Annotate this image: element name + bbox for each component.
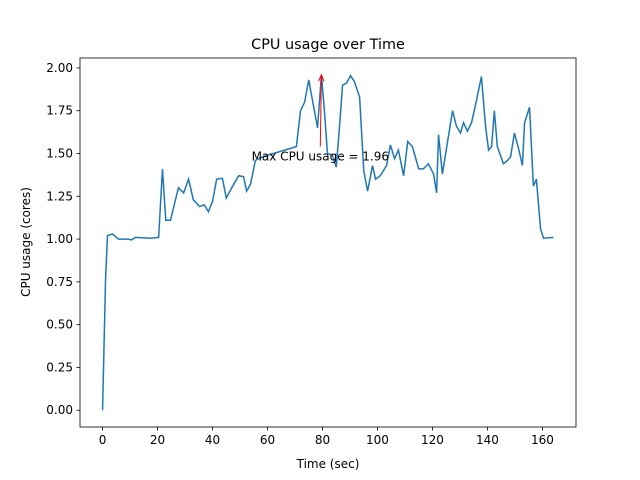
data-line <box>101 74 554 411</box>
x-axis-label: Time (sec) <box>296 457 360 471</box>
y-tick-label: 1.50 <box>46 147 73 161</box>
y-tick-label: 0.00 <box>46 403 73 417</box>
y-tick-label: 0.25 <box>46 360 73 374</box>
y-tick-label: 0.50 <box>46 318 73 332</box>
plot-frame <box>79 57 577 428</box>
x-tick-label: 60 <box>260 433 275 447</box>
x-tick-label: 140 <box>476 433 499 447</box>
x-tick-label: 80 <box>315 433 330 447</box>
x-tick-label: 160 <box>531 433 554 447</box>
y-tick-label: 1.75 <box>46 104 73 118</box>
x-tick-label: 20 <box>150 433 165 447</box>
annotation-arrowhead <box>318 73 325 82</box>
x-tick-label: 0 <box>99 433 107 447</box>
annotation-text: Max CPU usage = 1.96 <box>252 149 389 163</box>
y-axis-label: CPU usage (cores) <box>19 187 33 297</box>
x-tick-label: 120 <box>421 433 444 447</box>
x-tick-label: 40 <box>205 433 220 447</box>
y-tick-label: 2.00 <box>46 61 73 75</box>
y-tick-label: 1.00 <box>46 232 73 246</box>
y-tick-label: 0.75 <box>46 275 73 289</box>
y-tick-label: 1.25 <box>46 189 73 203</box>
x-tick-label: 100 <box>366 433 389 447</box>
annotation-arrow <box>319 74 322 147</box>
chart-title: CPU usage over Time <box>251 37 405 53</box>
